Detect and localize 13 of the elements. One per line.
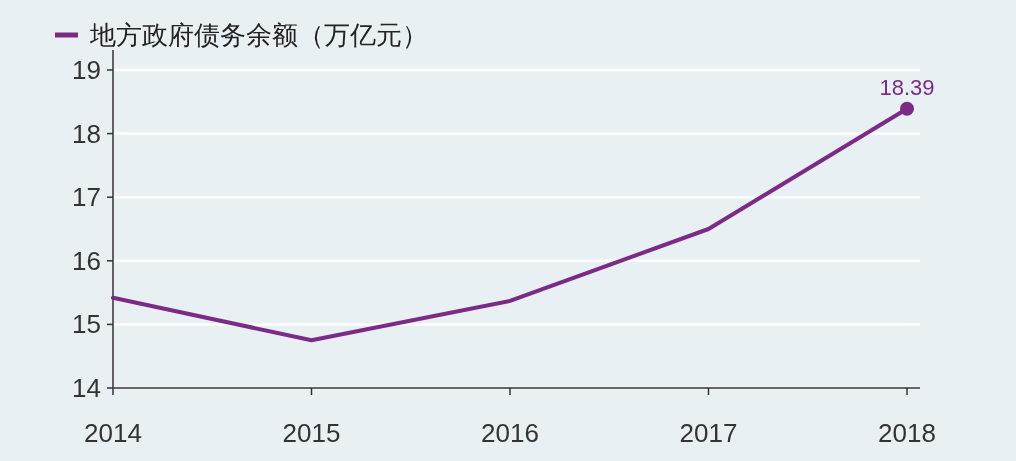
data-label: 18.39 bbox=[879, 74, 935, 100]
x-tick-label: 2016 bbox=[481, 418, 539, 448]
x-tick-label: 2017 bbox=[679, 418, 738, 448]
x-tick-label: 2018 bbox=[878, 418, 936, 448]
x-tick-label: 2015 bbox=[282, 418, 341, 448]
y-tick-label: 17 bbox=[72, 182, 101, 213]
y-tick-label: 15 bbox=[72, 309, 101, 340]
y-tick-label: 19 bbox=[72, 55, 101, 85]
y-tick-label: 18 bbox=[72, 118, 101, 149]
y-tick-label: 14 bbox=[72, 373, 101, 403]
y-tick-label: 16 bbox=[72, 245, 101, 276]
x-tick-label: 2014 bbox=[84, 418, 142, 448]
legend-label: 地方政府债务余额（万亿元） bbox=[89, 20, 428, 50]
